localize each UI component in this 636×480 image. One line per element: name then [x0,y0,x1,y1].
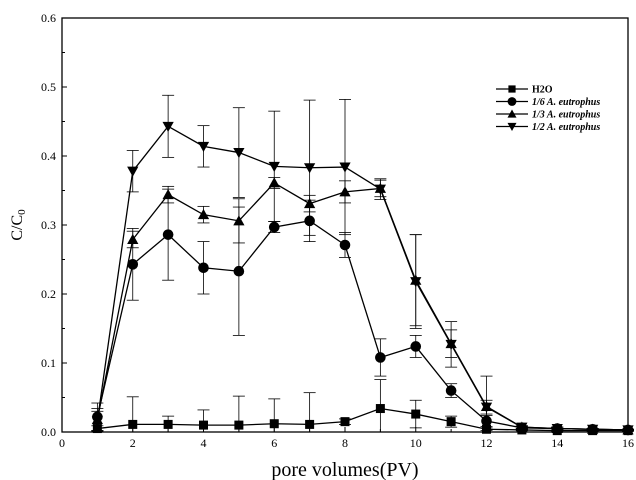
legend-marker [507,97,517,106]
x-axis-label: pore volumes(PV) [271,459,418,480]
series-line [97,407,628,432]
data-point [374,184,386,195]
data-point [304,215,315,227]
series-line [96,182,629,431]
data-point [375,352,386,363]
data-point [480,402,493,413]
y-axis-label: C/C0 [9,209,28,241]
y-tick-label: 0.2 [41,287,56,301]
data-point [481,415,492,427]
data-point [162,121,174,132]
data-point [198,262,209,274]
x-tick-label: 0 [59,436,65,450]
error-bars [91,94,634,433]
y-tick-label: 0.3 [41,218,56,232]
data-point [197,209,210,220]
x-axis-ticks: 0 2 4 6 8 10 12 14 16 [59,427,634,450]
data-point [199,420,208,430]
x-tick-label: 2 [130,436,136,450]
data-point [268,161,280,172]
data-point [340,417,350,427]
data-point [445,385,457,396]
data-point [163,419,173,429]
series-lines [96,125,629,432]
x-tick-label: 8 [342,436,348,450]
data-point [304,197,316,209]
legend-marker [507,122,517,131]
y-tick-label: 0.1 [41,356,56,370]
data-point [339,186,351,197]
data-point [339,162,351,173]
data-point [234,420,244,430]
data-point [197,141,210,152]
legend-label: 1/2 A. eutrophus [532,122,600,133]
data-point [127,166,139,177]
y-tick-label: 0.5 [41,80,56,94]
data-point [339,239,351,251]
y-axis-label-subscript: 0 [16,209,28,215]
data-point [92,424,102,434]
data-point [162,189,174,200]
data-point [233,215,245,226]
data-point [268,221,280,233]
series-markers [91,121,634,436]
data-point [233,148,245,159]
legend-label: H2O [532,85,553,96]
y-tick-label: 0.6 [41,11,56,25]
legend-label: 1/6 A. eutrophus [532,97,600,108]
series-line [96,220,629,431]
y-axis-ticks: 0.0 0.1 0.2 0.3 0.4 0.5 0.6 [41,11,67,439]
data-point [233,265,245,277]
data-point [410,341,422,352]
data-point [304,163,316,174]
data-point [128,419,138,429]
x-tick-label: 6 [271,436,277,450]
data-point [445,339,457,350]
data-point [127,233,139,244]
data-point [269,419,279,429]
y-tick-label: 0.0 [41,425,56,439]
data-point [375,404,385,414]
x-tick-label: 10 [410,436,422,450]
data-point [127,259,139,270]
data-point [410,277,422,288]
legend-label: 1/3 A. eutrophus [532,110,600,121]
series-line [96,125,629,431]
legend-marker [508,85,516,93]
data-point [162,229,174,240]
legend-marker [507,109,517,118]
x-tick-label: 12 [481,436,493,450]
data-point [305,419,315,429]
x-tick-label: 4 [201,436,207,450]
data-point [268,177,280,188]
x-tick-label: 16 [622,436,634,450]
data-point [411,409,421,419]
y-axis-label-main: C/C [9,215,26,241]
x-tick-label: 14 [551,436,563,450]
data-point [446,417,456,427]
y-tick-label: 0.4 [41,149,56,163]
data-point [516,422,528,433]
data-point [91,416,103,427]
